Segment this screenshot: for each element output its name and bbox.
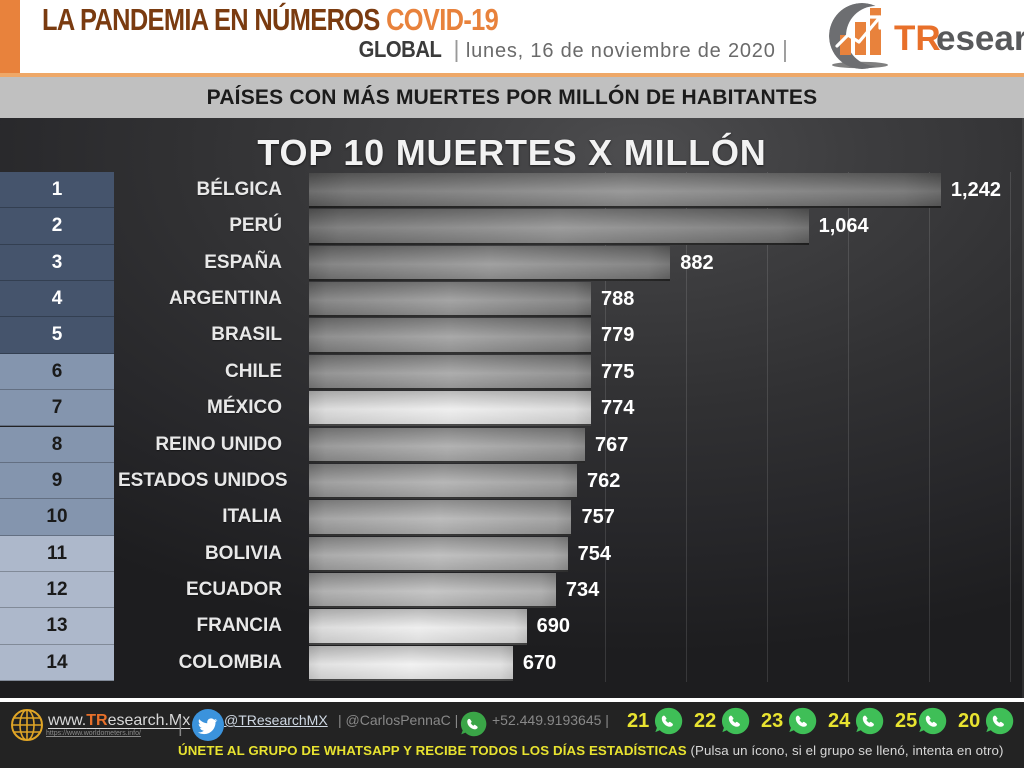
svg-text:TR: TR xyxy=(894,19,941,58)
svg-text:esearch: esearch xyxy=(936,19,1024,58)
